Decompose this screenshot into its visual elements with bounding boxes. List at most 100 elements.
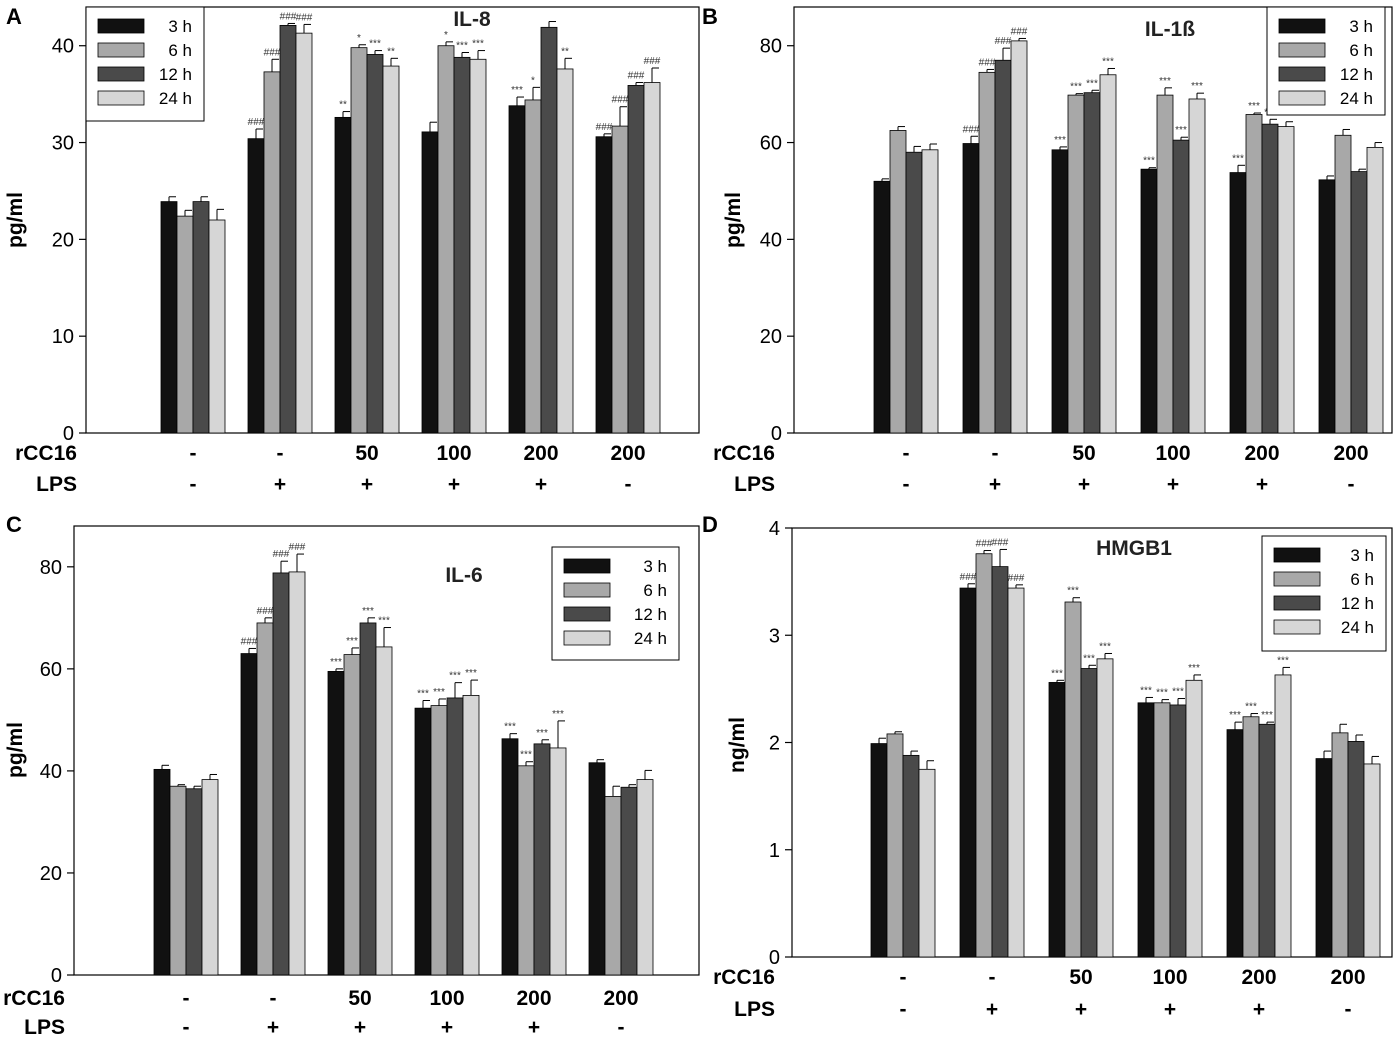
bar: [889, 130, 907, 434]
bar: [185, 788, 203, 976]
legend-label: 24 h: [1341, 618, 1374, 637]
row-label-lps: LPS: [734, 998, 775, 1021]
legend-swatch: [97, 66, 145, 82]
legend-swatch: [563, 606, 611, 622]
y-tick-label: 20: [40, 863, 62, 885]
bar: [1366, 146, 1384, 434]
y-tick-label: 20: [52, 229, 74, 251]
bar: [1331, 732, 1349, 958]
bar: [382, 65, 400, 434]
bar: [994, 59, 1012, 434]
legend-swatch: [1273, 547, 1321, 563]
row-label-lps: LPS: [734, 473, 775, 496]
bar: [978, 71, 996, 434]
bar: [921, 149, 939, 434]
bar: [959, 587, 977, 958]
bar: [208, 219, 226, 434]
rcc16-value: -: [900, 966, 907, 989]
bar: [256, 622, 274, 976]
y-tick-label: 40: [52, 36, 74, 58]
bar: [430, 705, 448, 976]
y-tick-label: 40: [760, 229, 782, 251]
rcc16-value: 200: [610, 442, 645, 465]
significance-label: ***: [1086, 78, 1098, 89]
bar: [1347, 741, 1365, 958]
lps-value: +: [1253, 998, 1265, 1021]
y-axis-label: pg/ml: [722, 192, 745, 248]
bar: [870, 743, 888, 958]
bar: [1350, 171, 1368, 434]
legend-label: 12 h: [1341, 594, 1374, 613]
rcc16-value: 50: [355, 442, 378, 465]
rcc16-value: 50: [1069, 966, 1092, 989]
bar: [1188, 98, 1206, 434]
rcc16-value: -: [277, 442, 284, 465]
significance-label: ***: [1102, 56, 1114, 67]
legend-label: 6 h: [1350, 570, 1374, 589]
legend-swatch: [563, 558, 611, 574]
bar: [1156, 94, 1174, 434]
legend-label: 6 h: [643, 581, 667, 600]
significance-label: ***: [1261, 710, 1273, 721]
rcc16-value: 100: [436, 442, 471, 465]
rcc16-value: 100: [1152, 966, 1187, 989]
bar: [595, 136, 613, 434]
lps-value: -: [618, 1016, 625, 1039]
bar: [192, 201, 210, 434]
bar: [366, 54, 384, 434]
legend-swatch: [563, 630, 611, 646]
lps-value: -: [1348, 473, 1355, 496]
legend-label: 12 h: [159, 65, 192, 84]
legend-label: 3 h: [1350, 546, 1374, 565]
bar: [414, 707, 432, 976]
significance-label: ###: [979, 57, 996, 68]
bar: [176, 215, 194, 434]
legend-swatch: [1278, 66, 1326, 82]
significance-label: ***: [1051, 668, 1063, 679]
panel-b: B020406080pg/mlIL-1ß--############-+****…: [702, 4, 1393, 496]
y-tick-label: 80: [40, 557, 62, 579]
bar: [1099, 74, 1117, 434]
significance-label: ***: [1140, 685, 1152, 696]
bar: [1140, 168, 1158, 434]
lps-value: -: [1345, 998, 1352, 1021]
bar: [1096, 658, 1114, 958]
bar: [533, 743, 551, 976]
significance-label: ***: [1159, 76, 1171, 87]
bar: [327, 671, 345, 976]
significance-label: ***: [465, 668, 477, 679]
y-tick-label: 20: [760, 326, 782, 348]
bar: [1318, 179, 1336, 434]
y-axis-label: pg/ml: [4, 722, 27, 778]
bar: [201, 779, 219, 976]
significance-label: ***: [433, 687, 445, 698]
y-tick-label: 40: [40, 761, 62, 783]
bar: [1277, 126, 1295, 434]
row-label-rcc16: rCC16: [713, 966, 775, 989]
lps-value: -: [625, 473, 632, 496]
significance-label: ***: [1054, 135, 1066, 146]
significance-label: ###: [257, 606, 274, 617]
significance-label: ***: [417, 688, 429, 699]
bar: [1007, 587, 1025, 958]
bar: [1137, 702, 1155, 958]
bar: [263, 71, 281, 434]
lps-value: +: [989, 473, 1001, 496]
significance-label: ###: [992, 537, 1009, 548]
legend-swatch: [563, 582, 611, 598]
significance-label: ***: [456, 41, 468, 52]
bar: [517, 765, 535, 976]
bar: [501, 738, 519, 976]
lps-value: +: [448, 473, 460, 496]
y-tick-label: 30: [52, 133, 74, 155]
lps-value: +: [1078, 473, 1090, 496]
chart-title: IL-6: [445, 564, 482, 587]
bar: [1229, 172, 1247, 434]
significance-label: *: [531, 75, 535, 86]
significance-label: ***: [1172, 687, 1184, 698]
bar: [279, 24, 297, 434]
significance-label: ***: [449, 671, 461, 682]
bar: [240, 653, 258, 976]
bar: [1261, 123, 1279, 434]
